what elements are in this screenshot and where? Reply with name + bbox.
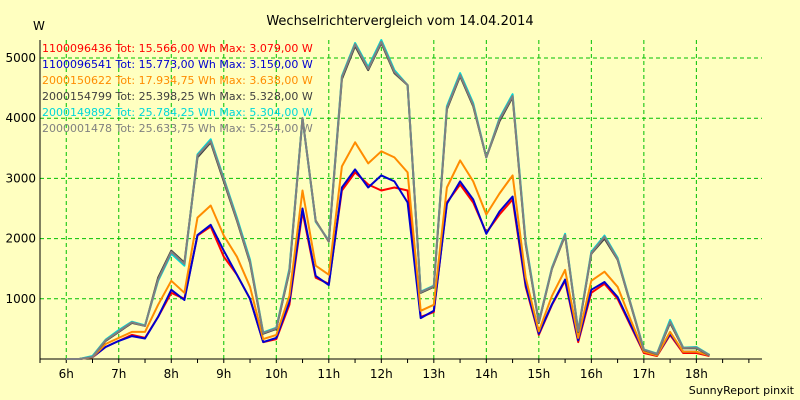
chart-title: Wechselrichtervergleich vom 14.04.2014	[266, 14, 533, 29]
y-tick-label: 3000	[5, 171, 36, 185]
legend-entry-2000149892: 2000149892 Tot: 25.784,25 Wh Max: 5.304,…	[42, 106, 313, 119]
y-tick-label: 5000	[5, 51, 36, 65]
y-tick-label: 1000	[5, 292, 36, 306]
x-tick-label: 18h	[685, 367, 708, 381]
legend-entry-1100096541: 1100096541 Tot: 15.773,00 Wh Max: 3.150,…	[42, 58, 313, 71]
y-tick-label: 4000	[5, 111, 36, 125]
series-group	[66, 39, 711, 360]
legend-entry-2000154799: 2000154799 Tot: 25.398,25 Wh Max: 5.328,…	[42, 90, 313, 103]
x-tick-label: 17h	[632, 367, 655, 381]
x-tick-label: 13h	[422, 367, 445, 381]
x-tick-label: 8h	[164, 367, 179, 381]
series-line-1100096436	[66, 171, 710, 360]
legend-entry-1100096436: 1100096436 Tot: 15.566,00 Wh Max: 3.079,…	[42, 42, 313, 55]
x-tick-label: 9h	[216, 367, 231, 381]
axes: 1000 2000 3000 4000 5000 6h 7h 8h 9h 10h 11h 12h 13h…	[5, 40, 762, 381]
credit-label: SunnyReport pinxit	[689, 384, 795, 397]
legend: 1100096436 Tot: 15.566,00 Wh Max: 3.079,…	[42, 42, 313, 135]
x-tick-label: 15h	[527, 367, 550, 381]
x-tick-label: 6h	[59, 367, 74, 381]
series-line-1100096541	[66, 168, 710, 360]
x-tick-label: 12h	[370, 367, 393, 381]
series-line-2000149892	[66, 39, 711, 360]
y-axis-unit: W	[33, 19, 45, 33]
legend-entry-2000001478: 2000001478 Tot: 25.633,75 Wh Max: 5.254,…	[42, 122, 313, 135]
series-line-2000150622	[66, 141, 710, 360]
y-tick-label: 2000	[5, 232, 36, 246]
x-tick-label: 10h	[265, 367, 288, 381]
x-tick-label: 16h	[580, 367, 603, 381]
legend-entry-2000150622: 2000150622 Tot: 17.934,75 Wh Max: 3.638,…	[42, 74, 313, 87]
series-line-2000001478	[66, 40, 710, 360]
x-tick-label: 14h	[475, 367, 498, 381]
x-tick-label: 11h	[317, 367, 340, 381]
x-tick-label: 7h	[111, 367, 126, 381]
